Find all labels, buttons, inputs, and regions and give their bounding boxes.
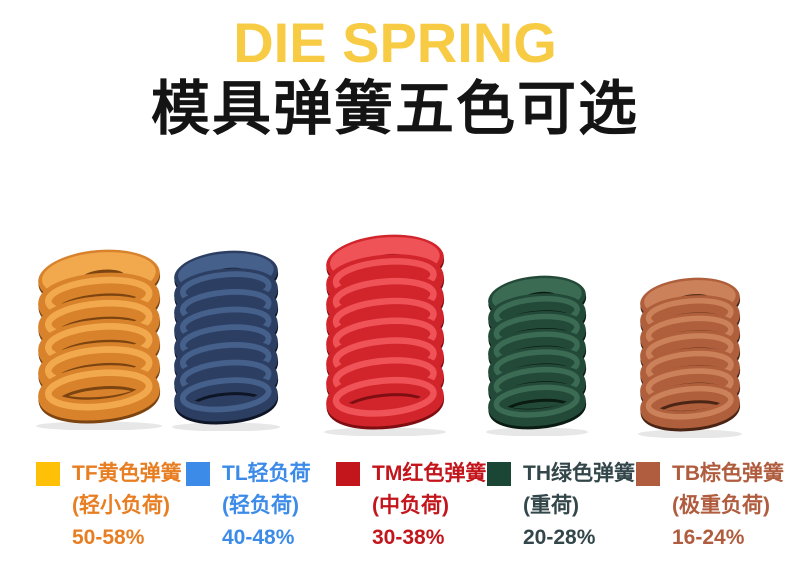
brown-swatch-icon — [636, 462, 660, 486]
legend-load: (轻小负荷) — [72, 494, 170, 517]
legend-name: TF黄色弹簧 — [72, 462, 182, 485]
yellow-swatch-icon — [36, 462, 60, 486]
spring-photo-red — [322, 231, 448, 436]
spring-photo-brown — [636, 274, 744, 438]
legend-load: (轻负荷) — [222, 494, 299, 517]
legend-item-tf-yellow: TF黄色弹簧 (轻小负荷) 50-58% — [36, 458, 186, 554]
spring-photo-yellow — [34, 246, 164, 430]
green-swatch-icon — [487, 462, 511, 486]
page-title-en: DIE SPRING — [233, 11, 557, 74]
legend-name: TL轻负荷 — [222, 462, 311, 485]
legend-item-tl-blue: TL轻负荷 (轻负荷) 40-48% — [186, 458, 336, 554]
legend-compression: 30-38% — [372, 526, 445, 549]
legend-item-th-green: TH绿色弹簧 (重荷) 20-28% — [487, 458, 637, 554]
page-title-zh: 模具弹簧五色可选 — [150, 76, 639, 142]
legend-item-tm-red: TM红色弹簧 (中负荷) 30-38% — [336, 458, 486, 554]
legend-compression: 50-58% — [72, 526, 145, 549]
legend-load: (重荷) — [523, 494, 579, 517]
legend: TF黄色弹簧 (轻小负荷) 50-58% TL轻负荷 (轻负荷) 40-48% … — [0, 458, 790, 568]
red-swatch-icon — [336, 462, 360, 486]
legend-load: (极重负荷) — [672, 494, 770, 517]
legend-name: TH绿色弹簧 — [523, 462, 635, 485]
legend-name: TM红色弹簧 — [372, 462, 487, 485]
legend-compression: 20-28% — [523, 526, 596, 549]
legend-compression: 40-48% — [222, 526, 295, 549]
spring-photo-green — [484, 272, 590, 436]
spring-photo-blue — [170, 247, 282, 431]
legend-load: (中负荷) — [372, 494, 449, 517]
legend-item-tb-brown: TB棕色弹簧 (极重负荷) 16-24% — [636, 458, 786, 554]
blue-swatch-icon — [186, 462, 210, 486]
legend-compression: 16-24% — [672, 526, 745, 549]
legend-name: TB棕色弹簧 — [672, 462, 784, 485]
